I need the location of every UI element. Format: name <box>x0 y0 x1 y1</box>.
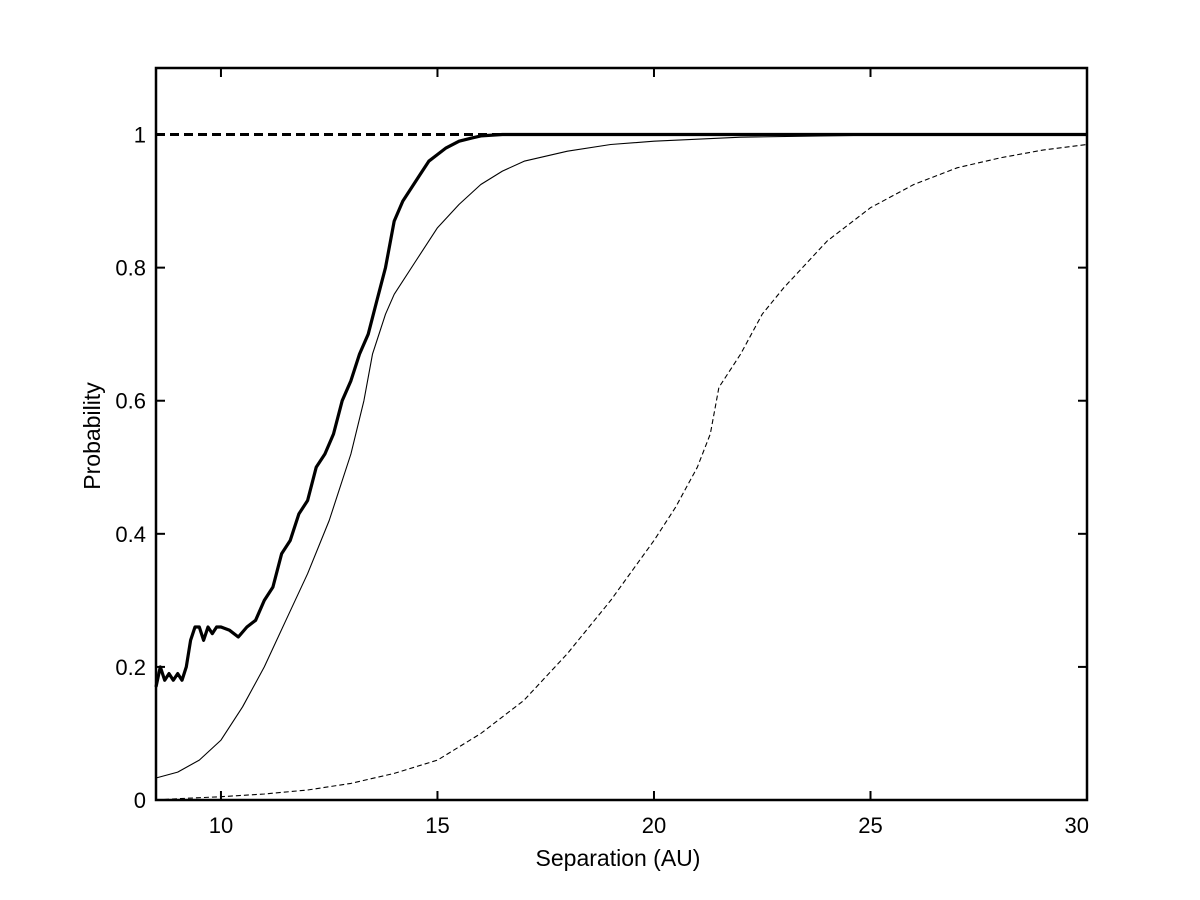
x-tick-label: 10 <box>209 813 233 838</box>
tick-labels: 10 15 20 25 30 0 0.2 0.4 0.6 0.8 1 <box>115 123 1089 838</box>
y-tick-label: 1 <box>134 123 146 148</box>
y-tick-label: 0 <box>134 788 146 813</box>
x-axis-label: Separation (AU) <box>536 845 701 871</box>
series-line-thin-solid <box>155 133 1088 779</box>
x-tick-label: 20 <box>642 813 666 838</box>
plot-lines <box>154 132 1088 801</box>
y-axis-label: Probability <box>79 382 105 490</box>
x-tick-label: 15 <box>425 813 449 838</box>
y-tick-label: 0.8 <box>115 256 146 281</box>
series-line-thin-dashed <box>155 143 1088 801</box>
y-tick-label: 0.6 <box>115 389 146 414</box>
series-line-thick-solid <box>154 132 1087 688</box>
x-tick-label: 30 <box>1065 813 1089 838</box>
x-tick-label: 25 <box>858 813 882 838</box>
y-tick-label: 0.2 <box>115 655 146 680</box>
y-tick-label: 0.4 <box>115 522 146 547</box>
plot-frame <box>154 66 1089 802</box>
